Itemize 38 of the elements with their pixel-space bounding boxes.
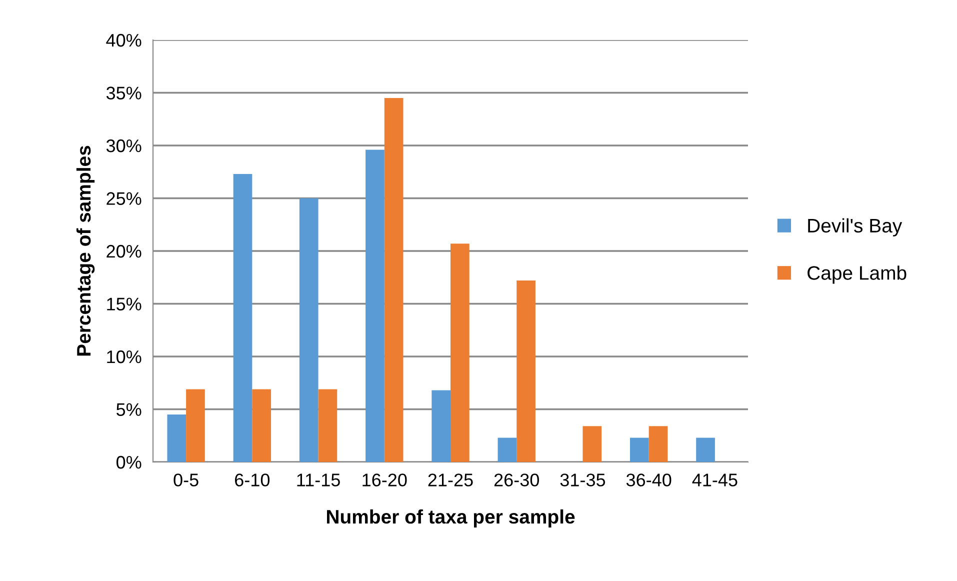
bar [299,198,318,462]
y-tick-label: 30% [106,139,142,152]
bar [498,438,517,462]
y-tick-label: 25% [106,192,142,205]
bar [318,389,338,462]
y-tick-label: 15% [107,298,142,310]
y-tick-label: 40% [106,34,142,47]
x-tick-label: 11-15 [297,474,340,486]
x-tick-label: 36-40 [626,474,672,486]
bar [252,389,272,462]
bar [582,426,602,462]
x-axis-title: Number of taxa per sample [327,509,575,528]
y-tick-label: 10% [107,350,142,364]
bar [696,438,715,462]
x-tick-label: 0-5 [174,474,198,486]
bar [384,98,404,462]
y-tick-label: 0% [116,456,142,469]
x-tick-label: 6-10 [235,474,270,486]
x-tick-label: 21-25 [428,474,473,486]
bar [516,280,536,462]
bar [366,150,384,462]
legend-label: Devil's Bay [808,218,902,236]
x-tick-label: 26-30 [494,474,539,486]
x-tick-label: 31-35 [560,474,606,486]
bar [630,438,649,462]
bar [233,174,252,462]
bar [648,426,668,462]
y-tick-label: 35% [106,86,142,100]
y-tick-label: 20% [106,244,142,258]
bar [167,414,186,462]
bar [432,390,450,462]
legend-label: Cape Lamb [808,266,906,284]
bar [186,389,205,462]
bar [450,244,470,462]
x-tick-label: 16-20 [362,474,407,486]
y-axis-title: Percentage of samples [76,146,95,356]
y-tick-label: 5% [116,403,142,416]
x-tick-label: 41-45 [692,474,738,486]
